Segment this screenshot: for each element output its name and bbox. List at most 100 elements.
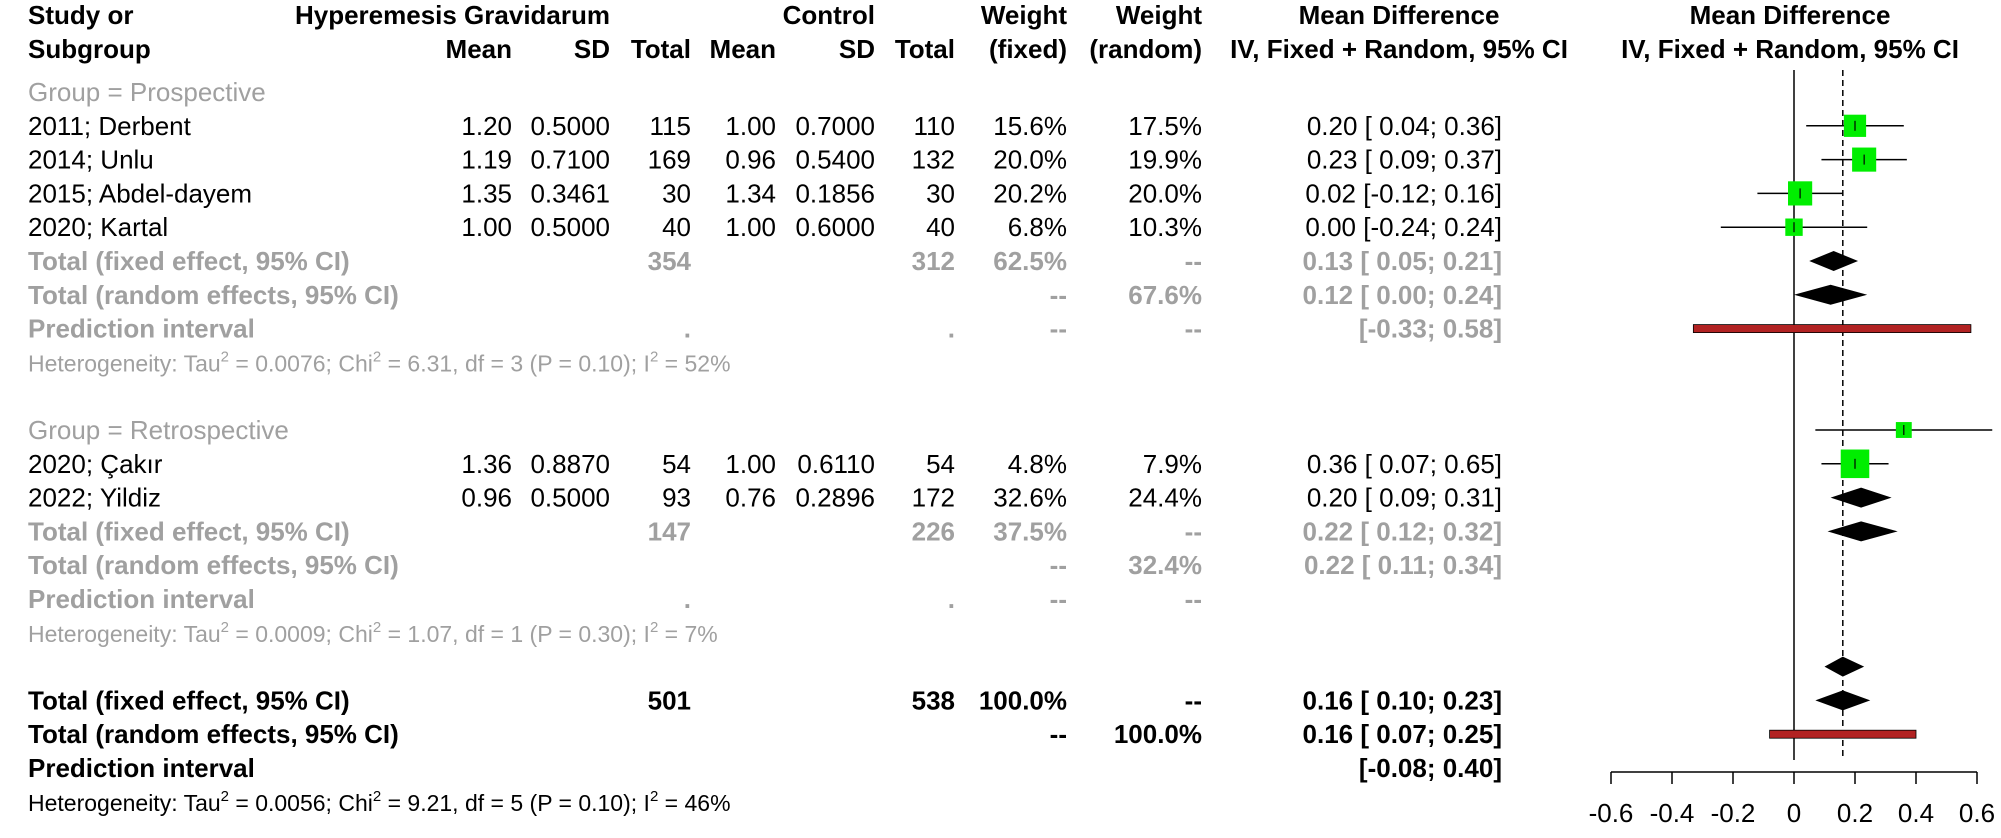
heterogeneity-part: Heterogeneity: Tau [28, 621, 221, 647]
heterogeneity-part: = 1.07, df = 1 (P = 0.30); I [381, 621, 650, 647]
cell-c-sd: 0.7000 [795, 111, 875, 141]
table-row: 2014; Unlu 1.19 0.7100 169 0.96 0.5400 132 20.0… [28, 145, 1502, 175]
cell-c-total: 312 [912, 246, 955, 276]
superscript: 2 [373, 348, 381, 365]
forest-table-rows: Group = Prospective 2011; Derbent 1.20 0.50… [28, 77, 1502, 816]
cell-w-random: 100.0% [1114, 719, 1202, 749]
cell-c-mean: 1.00 [725, 449, 776, 479]
cell-c-total: 40 [926, 212, 955, 242]
header-weight-fixed-sub: (fixed) [989, 34, 1067, 64]
row-label: Prediction interval [28, 314, 255, 344]
cell-e-sd: 0.3461 [530, 178, 610, 208]
heterogeneity-part: = 7% [658, 621, 717, 647]
table-row: Heterogeneity: Tau2 = 0.0056; Chi2 = 9.2… [28, 788, 731, 816]
pooled-diamond [1794, 284, 1868, 305]
cell-e-mean: 1.20 [461, 111, 512, 141]
table-row: Prediction interval [-0.08; 0.40] [28, 753, 1502, 783]
table-row: 2011; Derbent 1.20 0.5000 115 1.00 0.7000 110 1… [28, 111, 1502, 141]
row-label: Total (fixed effect, 95% CI) [28, 685, 350, 715]
cell-ci: 0.22 [ 0.11; 0.34] [1304, 550, 1502, 580]
cell-w-fixed: 6.8% [1008, 212, 1067, 242]
pooled-diamond [1815, 690, 1871, 711]
x-axis-tick-label: 0.6 [1959, 798, 1995, 828]
cell-w-random: 67.6% [1128, 280, 1202, 310]
cell-ci: 0.00 [-0.24; 0.24] [1305, 212, 1502, 242]
cell-c-total: . [948, 584, 955, 614]
cell-e-mean: 1.35 [461, 178, 512, 208]
table-row: 2022; Yildiz 0.96 0.5000 93 0.76 0.2896 172 32.… [28, 483, 1502, 513]
cell-c-sd: 0.6110 [797, 449, 875, 479]
header-plot-method: IV, Fixed + Random, 95% CI [1621, 34, 1959, 64]
row-label: 2022; Yildiz [28, 483, 161, 513]
header-weight-random: Weight [1116, 0, 1203, 30]
cell-w-random: -- [1185, 584, 1202, 614]
pooled-diamond [1827, 521, 1898, 542]
cell-ci: 0.20 [ 0.04; 0.36] [1307, 111, 1502, 141]
x-axis-tick-label: 0.4 [1898, 798, 1934, 828]
row-label: 2011; Derbent [28, 111, 192, 141]
cell-w-random: -- [1185, 246, 1202, 276]
cell-c-mean: 0.96 [725, 145, 776, 175]
cell-c-total: 538 [912, 685, 955, 715]
row-label: Prediction interval [28, 753, 255, 783]
cell-c-sd: 0.5400 [795, 145, 875, 175]
row-label: Total (random effects, 95% CI) [28, 280, 399, 310]
row-label: Prediction interval [28, 584, 255, 614]
table-row: Total (fixed effect, 95% CI) 354 312 62.5% -… [28, 246, 1502, 276]
header-mean-difference: Mean Difference [1299, 0, 1500, 30]
cell-ci: 0.13 [ 0.05; 0.21] [1303, 246, 1502, 276]
table-row: Group = Prospective [28, 77, 266, 107]
header-e-sd: SD [574, 34, 610, 64]
cell-ci: 0.02 [-0.12; 0.16] [1305, 178, 1502, 208]
superscript: 2 [650, 619, 658, 636]
header-c-sd: SD [839, 34, 875, 64]
cell-ci: 0.20 [ 0.09; 0.31] [1307, 483, 1502, 513]
cell-ci: 0.23 [ 0.09; 0.37] [1307, 145, 1502, 175]
cell-e-total: 40 [662, 212, 691, 242]
cell-e-sd: 0.5000 [530, 111, 610, 141]
x-axis-tick-label: -0.4 [1650, 798, 1695, 828]
row-label: Total (fixed effect, 95% CI) [28, 516, 350, 546]
cell-ci: 0.16 [ 0.10; 0.23] [1303, 685, 1502, 715]
table-row: Total (fixed effect, 95% CI) 501 538 100.0%… [28, 685, 1502, 715]
heterogeneity-part: = 52% [658, 350, 730, 376]
table-row: Prediction interval.. -- -- [28, 584, 1202, 614]
superscript: 2 [373, 788, 381, 805]
heterogeneity-part: = 0.0076; Chi [229, 350, 373, 376]
cell-w-fixed: -- [1050, 280, 1067, 310]
cell-w-random: -- [1185, 314, 1202, 344]
cell-e-total: 30 [662, 178, 691, 208]
heterogeneity-part: Heterogeneity: Tau [28, 790, 221, 816]
cell-w-fixed: -- [1050, 314, 1067, 344]
x-axis-tick-label: -0.6 [1589, 798, 1634, 828]
header-subgroup: Subgroup [28, 34, 151, 64]
superscript: 2 [221, 348, 229, 365]
cell-c-total: 30 [926, 178, 955, 208]
pooled-diamond [1809, 251, 1859, 271]
cell-e-total: 93 [662, 483, 691, 513]
table-row: Group = Retrospective [28, 415, 289, 445]
heterogeneity-part: = 46% [658, 790, 730, 816]
cell-c-mean: 1.00 [725, 212, 776, 242]
cell-e-mean: 0.96 [461, 483, 512, 513]
cell-e-sd: 0.8870 [530, 449, 610, 479]
cell-e-total: 501 [648, 685, 691, 715]
table-row: 2015; Abdel-dayem 1.35 0.3461 30 1.34 0.1856 3… [28, 178, 1502, 208]
header-e-mean: Mean [446, 34, 512, 64]
cell-w-random: -- [1185, 685, 1202, 715]
cell-w-fixed: 15.6% [993, 111, 1067, 141]
table-row: Heterogeneity: Tau2 = 0.0076; Chi2 = 6.3… [28, 348, 731, 376]
table-row: Total (fixed effect, 95% CI) 147 226 37.5% -… [28, 516, 1502, 546]
header-plot-mean-difference: Mean Difference [1690, 0, 1891, 30]
group-label: Group = Retrospective [28, 415, 289, 445]
superscript: 2 [373, 619, 381, 636]
table-row: Total (random effects, 95% CI) -- 67.6% 0.1… [28, 280, 1502, 310]
cell-e-mean: 1.19 [461, 145, 512, 175]
cell-c-mean: 0.76 [725, 483, 776, 513]
cell-c-total: 54 [926, 449, 955, 479]
cell-e-total: 115 [650, 111, 691, 141]
heterogeneity-part: = 6.31, df = 3 (P = 0.10); I [381, 350, 650, 376]
row-label: 2014; Unlu [28, 145, 154, 175]
table-row: Heterogeneity: Tau2 = 0.0009; Chi2 = 1.0… [28, 619, 718, 647]
cell-w-random: 32.4% [1128, 550, 1202, 580]
